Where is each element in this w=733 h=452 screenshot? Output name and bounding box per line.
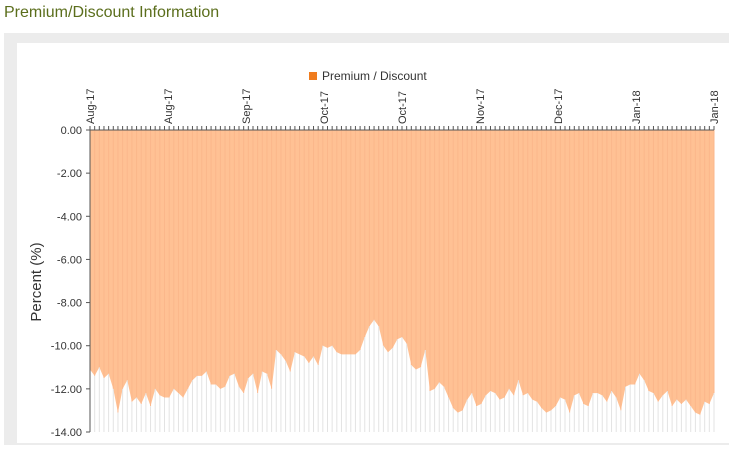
y-tick-label: -10.00	[51, 341, 82, 353]
legend-swatch	[309, 72, 317, 80]
x-tick-label: Dec-17	[553, 89, 565, 124]
x-tick-label: Oct-17	[397, 91, 409, 124]
x-tick-label: Aug-17	[85, 89, 97, 124]
chart-area: Premium / Discount Percent (%) 0.00 -2.00…	[17, 43, 729, 443]
x-tick-label: Jan-18	[709, 90, 721, 124]
x-tick-label: Aug-17	[163, 89, 175, 124]
y-tick-label: 0.00	[61, 125, 82, 137]
y-tick-label: -12.00	[51, 384, 82, 396]
chart-panel: Premium / Discount Percent (%) 0.00 -2.00…	[4, 33, 729, 445]
y-axis-title: Percent (%)	[28, 242, 45, 321]
x-tick-label: Nov-17	[475, 89, 487, 124]
x-tick-label: Jan-18	[631, 90, 643, 124]
x-tick-label: Sep-17	[241, 89, 253, 124]
plot-area	[89, 129, 715, 432]
y-tick-label: -8.00	[57, 298, 82, 310]
y-axis-ticks: 0.00 -2.00 -4.00 -6.00 -8.00 -10.00 -12.00 -14.…	[51, 125, 90, 439]
x-axis-ticks: Aug-17 Aug-17 Sep-17 Oct-17 Oct-17 Nov-17 Dec-…	[85, 89, 721, 130]
legend-label[interactable]: Premium / Discount	[322, 69, 427, 83]
page-title: Premium/Discount Information	[4, 4, 220, 21]
premium-discount-chart: Premium / Discount Percent (%) 0.00 -2.00…	[28, 69, 721, 439]
y-tick-label: -14.00	[51, 427, 82, 439]
x-tick-label: Oct-17	[319, 91, 331, 124]
y-tick-label: -4.00	[57, 211, 82, 223]
y-tick-label: -6.00	[57, 254, 82, 266]
y-tick-label: -2.00	[57, 168, 82, 180]
